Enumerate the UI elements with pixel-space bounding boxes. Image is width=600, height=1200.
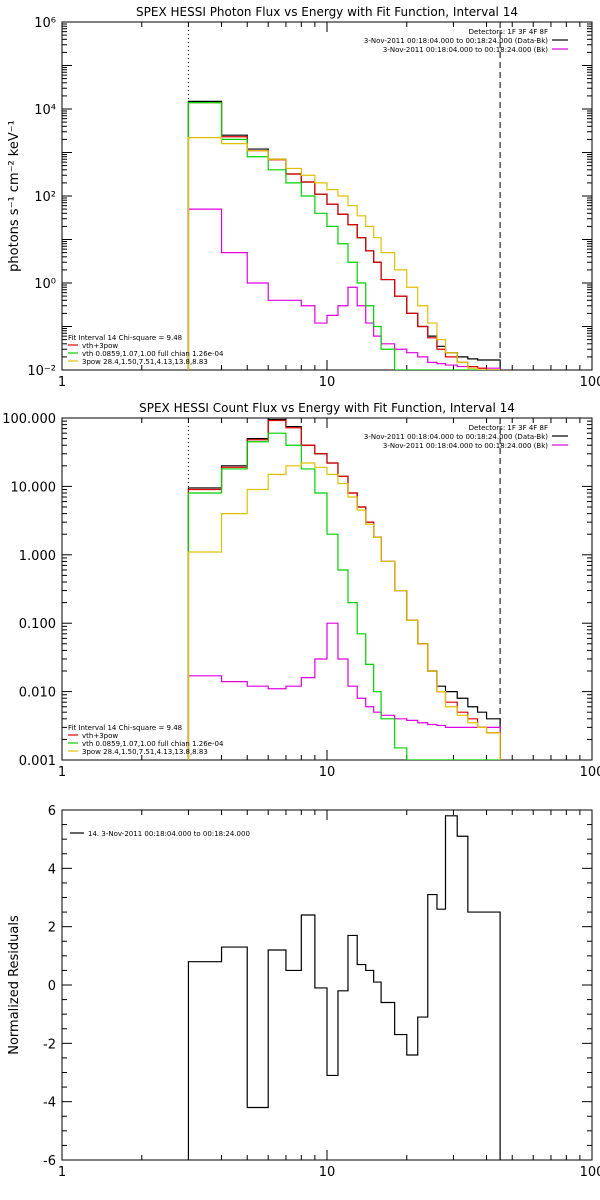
- series-line-1: [187, 418, 501, 760]
- series-group: [187, 100, 501, 370]
- chart-panel-1: SPEX HESSI Photon Flux vs Energy with Fi…: [7, 5, 600, 390]
- legend-entry: vth+3pow: [82, 342, 118, 350]
- series-group: [187, 418, 501, 760]
- chart-title: SPEX HESSI Count Flux vs Energy with Fit…: [139, 401, 515, 415]
- chart-panel-3: 1 10 100 -6 -4 -2 0 2 4 6 Normalized Residuals 14. …: [7, 804, 600, 1180]
- series-line-3: [187, 102, 501, 370]
- series-line-4: [187, 102, 501, 370]
- x-tick-label: 1: [58, 1165, 66, 1180]
- series-line-4: [187, 432, 501, 760]
- y-tick-label: 10⁰: [34, 277, 56, 292]
- y-tick-label: 1.000: [19, 549, 56, 564]
- legend-entry: 3-Nov-2011 00:18:04.000 to 00:18:24.000 …: [364, 433, 548, 441]
- plot-frame: [61, 809, 593, 1161]
- y-tick-label: 0.100: [19, 617, 56, 632]
- legend-entry: 3-Nov-2011 00:18:04.000 to 00:18:24.000 …: [383, 442, 548, 450]
- x-tick-label: 1: [58, 765, 66, 780]
- y-tick-label: 4: [48, 862, 56, 877]
- series-line-5: [187, 137, 501, 370]
- x-tick-label: 100: [580, 375, 600, 390]
- y-axis: -6 -4 -2 0 2 4 6: [43, 804, 592, 1169]
- legend-bottomleft: Fit Interval 14 Chi-square = 9.48vth+3po…: [68, 724, 224, 756]
- y-tick-label: 10⁴: [34, 103, 56, 118]
- series-group: [187, 815, 501, 1160]
- y-tick-label: 0.001: [19, 754, 56, 769]
- chart-title: SPEX HESSI Photon Flux vs Energy with Fi…: [136, 5, 518, 19]
- legend-entry: vth 0.0859,1.07,1.00 full chian 1.26e-04: [82, 740, 224, 748]
- y-tick-label: 0.010: [19, 686, 56, 701]
- legend-entry: 3-Nov-2011 00:18:04.000 to 00:18:24.000 …: [364, 37, 548, 45]
- legend-entry: 3pow 28.4,1.50,7.51,4.13,13.8,8.83: [82, 358, 208, 366]
- y-tick-label: 10⁶: [34, 16, 56, 31]
- x-tick-label: 100: [580, 1165, 600, 1180]
- legend-topleft: 14. 3-Nov-2011 00:18:04.000 to 00:18:24.…: [70, 830, 250, 838]
- legend-topright: Detectors: 1F 3F 4F 8F3-Nov-2011 00:18:0…: [364, 424, 568, 450]
- legend-bottomleft: Fit Interval 14 Chi-square = 9.48vth+3po…: [68, 334, 224, 366]
- y-tick-label: -6: [43, 1154, 56, 1169]
- series-line-3: [187, 419, 501, 760]
- y-tick-label: 10⁻²: [27, 364, 56, 379]
- y-axis: 0.001 0.010 0.100 1.000 10.000 100.000: [2, 412, 592, 769]
- chart-panel-2: SPEX HESSI Count Flux vs Energy with Fit…: [2, 401, 600, 780]
- legend-entry: 3pow 28.4,1.50,7.51,4.13,13.8,8.83: [82, 748, 208, 756]
- legend-entry: Detectors: 1F 3F 4F 8F: [469, 424, 548, 432]
- y-tick-label: -2: [43, 1037, 56, 1052]
- x-tick-label: 1: [58, 375, 66, 390]
- x-tick-label: 100: [580, 765, 600, 780]
- series-line-1: [187, 815, 501, 1160]
- y-tick-label: 2: [48, 921, 56, 936]
- y-tick-label: 10.000: [11, 480, 57, 495]
- y-tick-label: 0: [48, 979, 56, 994]
- y-axis: 10⁻² 10⁰ 10² 10⁴ 10⁶: [27, 16, 592, 379]
- legend-entry: vth 0.0859,1.07,1.00 full chian 1.26e-04: [82, 350, 224, 358]
- x-axis: 1 10 100: [58, 22, 600, 390]
- y-tick-label: -4: [43, 1096, 56, 1111]
- x-tick-label: 10: [319, 375, 336, 390]
- x-axis: 1 10 100: [58, 810, 600, 1180]
- legend-entry: 3-Nov-2011 00:18:04.000 to 00:18:24.000 …: [383, 46, 548, 54]
- legend-entry: Fit Interval 14 Chi-square = 9.48: [68, 724, 182, 732]
- y-tick-label: 100.000: [2, 412, 56, 427]
- x-tick-label: 10: [319, 1165, 336, 1180]
- y-axis-label: photons s⁻¹ cm⁻² keV⁻¹: [7, 120, 22, 272]
- legend-entry: Detectors: 1F 3F 4F 8F: [469, 28, 548, 36]
- x-tick-label: 10: [319, 765, 336, 780]
- series-line-1: [187, 100, 501, 370]
- legend-entry: vth+3pow: [82, 732, 118, 740]
- legend-entry: 14. 3-Nov-2011 00:18:04.000 to 00:18:24.…: [88, 830, 250, 838]
- series-line-2: [187, 208, 501, 370]
- y-axis-label: Normalized Residuals: [7, 915, 22, 1055]
- legend-topright: Detectors: 1F 3F 4F 8F3-Nov-2011 00:18:0…: [364, 28, 568, 54]
- legend-entry: Fit Interval 14 Chi-square = 9.48: [68, 334, 182, 342]
- y-tick-label: 10²: [34, 190, 56, 205]
- series-line-5: [187, 462, 501, 760]
- series-line-2: [187, 622, 501, 760]
- y-tick-label: 6: [48, 804, 56, 819]
